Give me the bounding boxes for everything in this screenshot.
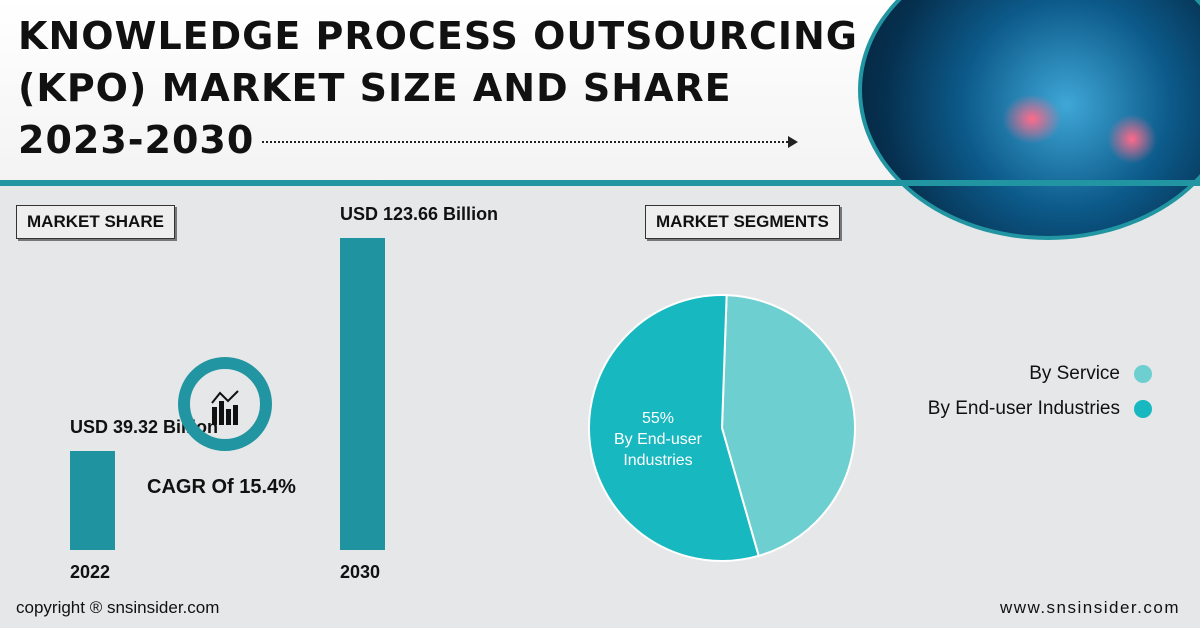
slice-percent: 55% [641,410,675,427]
legend-label: By Service [1029,363,1120,384]
legend-item-service: By Service [1029,363,1152,385]
chart-growth-icon [211,390,239,425]
x-tick-label: 2030 [340,562,381,582]
title-line: 2023-2030 [18,118,255,162]
bar-data-label: USD 123.66 Billion [340,204,499,224]
slice-text: By End-user [613,431,703,448]
pie-slice-end-user [588,294,760,562]
arrowhead-icon [788,136,798,148]
legend-dot [1134,400,1152,418]
bar-2022 [70,450,115,550]
title-line: (KPO) MARKET SIZE AND SHARE [18,66,732,110]
cagr-ring [178,357,272,451]
website-link[interactable]: www.snsinsider.com [999,598,1180,617]
market-share-label: MARKET SHARE [16,205,175,239]
legend-dot [1134,365,1152,383]
title-line: KNOWLEDGE PROCESS OUTSOURCING [18,14,858,58]
dotted-arrow [262,141,792,143]
pie-slice-service [720,294,856,558]
legend-label: By End-user Industries [927,398,1120,419]
cagr-text: CAGR Of 15.4% [147,476,296,498]
market-segments-label: MARKET SEGMENTS [645,205,840,239]
pie-slice-label: 55% By End-user Industries [588,408,728,471]
brain-image [858,0,1200,240]
slice-text: Industries [623,452,693,469]
copyright: copyright ® snsinsider.com [16,598,220,617]
page-title: KNOWLEDGE PROCESS OUTSOURCING (KPO) MARK… [18,10,858,166]
legend-item-end-user: By End-user Industries [928,398,1152,420]
x-tick-label: 2022 [70,562,111,582]
pie-chart [588,294,856,562]
bar-2030 [340,238,385,550]
divider [0,180,1200,186]
